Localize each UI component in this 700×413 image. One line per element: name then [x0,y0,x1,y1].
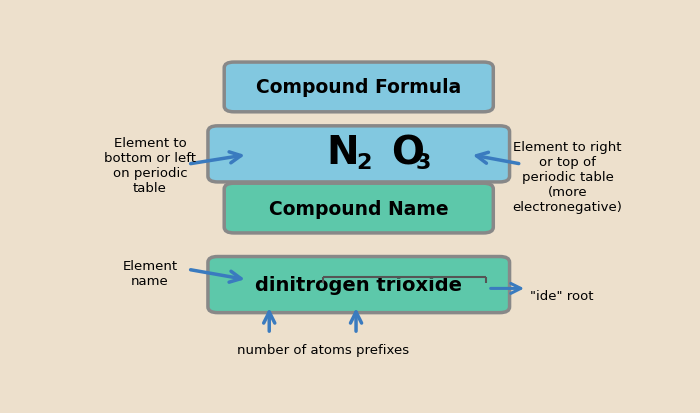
Text: 2: 2 [356,152,372,173]
Text: Compound Formula: Compound Formula [256,78,461,97]
Text: number of atoms prefixes: number of atoms prefixes [237,344,410,356]
Text: Compound Name: Compound Name [269,199,449,218]
FancyBboxPatch shape [224,63,493,112]
Text: Element to right
or top of
periodic table
(more
electronegative): Element to right or top of periodic tabl… [512,140,622,213]
FancyBboxPatch shape [208,126,510,183]
Text: N: N [326,134,358,172]
Text: dinitrogen trioxide: dinitrogen trioxide [256,275,462,294]
Text: 3: 3 [416,152,431,173]
FancyBboxPatch shape [208,257,510,313]
FancyBboxPatch shape [224,184,493,233]
Text: O: O [391,134,424,172]
Text: Element
name: Element name [122,260,178,288]
Text: Element to
bottom or left
on periodic
table: Element to bottom or left on periodic ta… [104,137,196,195]
Text: "ide" root: "ide" root [530,290,593,302]
